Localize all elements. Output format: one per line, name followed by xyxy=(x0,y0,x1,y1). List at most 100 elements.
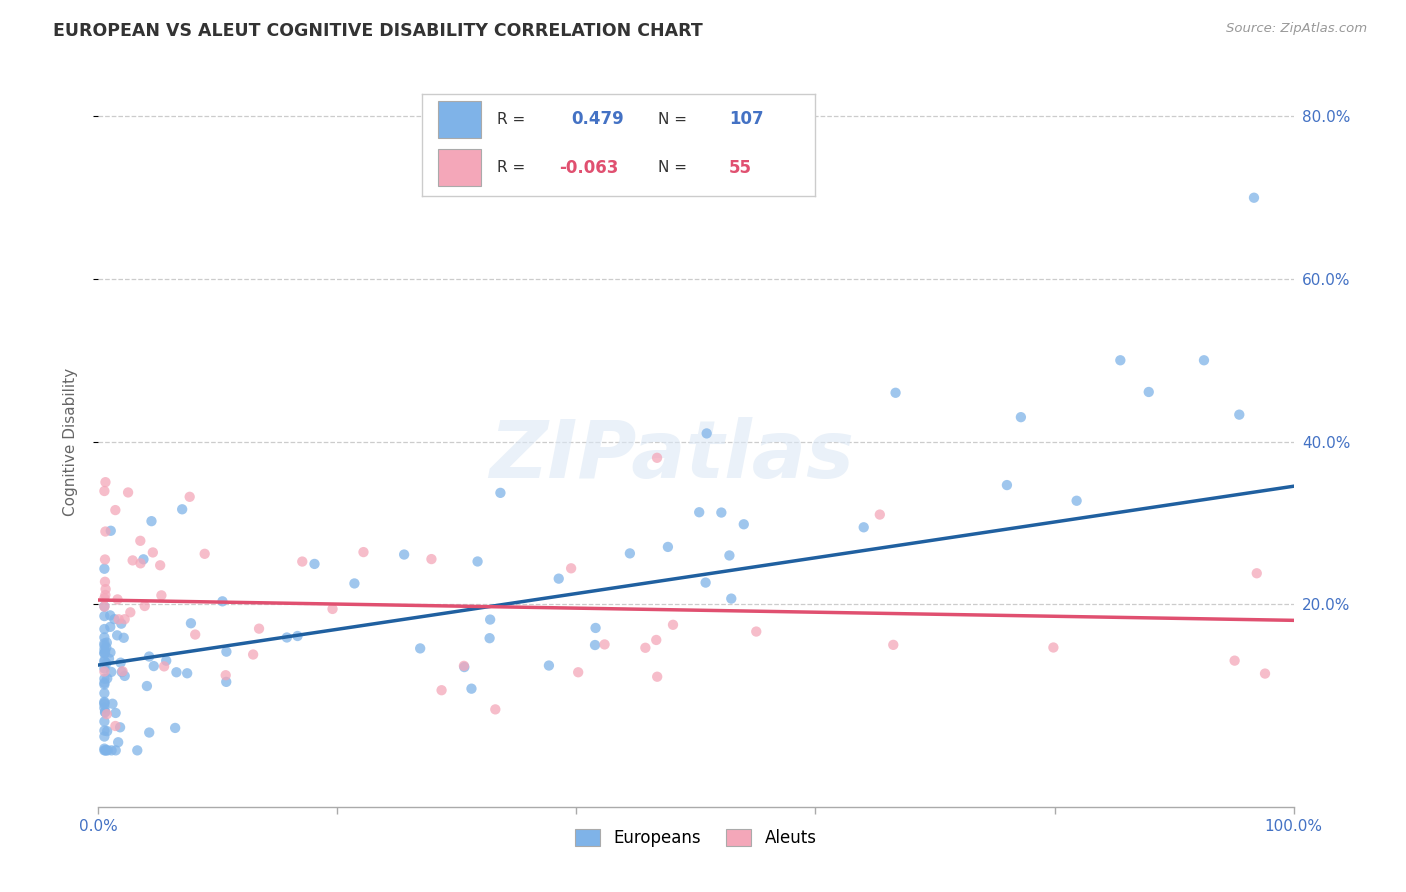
Point xyxy=(593,637,616,651)
Point xyxy=(94,645,117,659)
Point xyxy=(852,520,875,534)
Point xyxy=(138,649,160,664)
Point xyxy=(1227,408,1250,422)
Point xyxy=(94,588,117,602)
Point xyxy=(155,654,177,668)
Point xyxy=(120,605,142,619)
Point xyxy=(995,478,1018,492)
Point xyxy=(93,631,115,645)
Point xyxy=(560,561,582,575)
Legend: Europeans, Aleuts: Europeans, Aleuts xyxy=(568,822,824,854)
Point xyxy=(645,450,668,465)
Point xyxy=(165,665,187,680)
Point xyxy=(114,669,136,683)
Point xyxy=(142,659,165,673)
Point xyxy=(110,656,132,670)
Point xyxy=(1246,566,1268,581)
Point xyxy=(93,636,115,650)
Text: R =: R = xyxy=(496,112,524,127)
Point xyxy=(100,743,122,757)
Point xyxy=(135,679,157,693)
Point xyxy=(93,647,115,661)
Point xyxy=(93,639,115,653)
Point xyxy=(93,741,115,756)
Point xyxy=(93,714,115,729)
Text: ZIPatlas: ZIPatlas xyxy=(489,417,855,495)
Point xyxy=(100,645,122,659)
Point xyxy=(93,677,115,691)
Point xyxy=(645,632,668,647)
Point xyxy=(104,503,127,517)
Point xyxy=(93,723,115,738)
Point xyxy=(93,701,115,715)
Point xyxy=(304,557,326,571)
Point xyxy=(117,485,139,500)
Y-axis label: Cognitive Disability: Cognitive Disability xyxy=(63,368,77,516)
Point xyxy=(93,562,115,576)
Point xyxy=(467,554,489,568)
Point xyxy=(94,524,117,539)
Point xyxy=(141,514,163,528)
Point xyxy=(662,617,685,632)
Point xyxy=(1223,654,1246,668)
Point xyxy=(194,547,217,561)
Point xyxy=(93,622,115,636)
Bar xyxy=(437,149,481,186)
Point xyxy=(96,657,118,671)
Point xyxy=(94,582,117,596)
Point xyxy=(96,635,118,649)
Point xyxy=(121,553,143,567)
Point xyxy=(107,735,129,749)
Point xyxy=(695,575,717,590)
Point xyxy=(104,743,127,757)
Point xyxy=(98,620,121,634)
Point xyxy=(657,540,679,554)
Point xyxy=(138,725,160,739)
Point xyxy=(180,616,202,631)
Point xyxy=(112,631,135,645)
Point xyxy=(583,638,606,652)
Point xyxy=(96,743,118,757)
Point xyxy=(97,651,120,665)
Point xyxy=(211,594,233,608)
Point xyxy=(343,576,366,591)
Point xyxy=(93,696,115,710)
Point xyxy=(100,665,122,679)
Point xyxy=(97,743,120,757)
Point xyxy=(567,665,589,680)
Point xyxy=(645,670,668,684)
Point xyxy=(1254,666,1277,681)
Text: 0.479: 0.479 xyxy=(571,111,624,128)
Point xyxy=(107,612,129,626)
Point xyxy=(537,658,560,673)
Point xyxy=(134,599,156,613)
Point xyxy=(93,609,115,624)
Point xyxy=(111,665,134,679)
Point xyxy=(1192,353,1215,368)
Point xyxy=(392,548,415,562)
Point xyxy=(94,705,117,719)
Point xyxy=(93,730,115,744)
Point xyxy=(93,672,115,686)
Point xyxy=(142,545,165,559)
Point xyxy=(619,546,641,560)
Point xyxy=(484,702,506,716)
Point xyxy=(94,475,117,490)
Point xyxy=(718,549,741,563)
Point xyxy=(460,681,482,696)
Point xyxy=(688,505,710,519)
Point xyxy=(94,552,117,566)
Text: -0.063: -0.063 xyxy=(560,159,619,177)
Point xyxy=(478,631,501,645)
Point xyxy=(745,624,768,639)
Point xyxy=(489,486,512,500)
Point xyxy=(1066,493,1088,508)
Point xyxy=(93,698,115,712)
Point xyxy=(93,483,115,498)
Text: 55: 55 xyxy=(728,159,752,177)
Point xyxy=(94,574,117,589)
Point xyxy=(585,621,607,635)
Point xyxy=(93,686,115,700)
Point xyxy=(93,665,115,679)
Point xyxy=(634,640,657,655)
